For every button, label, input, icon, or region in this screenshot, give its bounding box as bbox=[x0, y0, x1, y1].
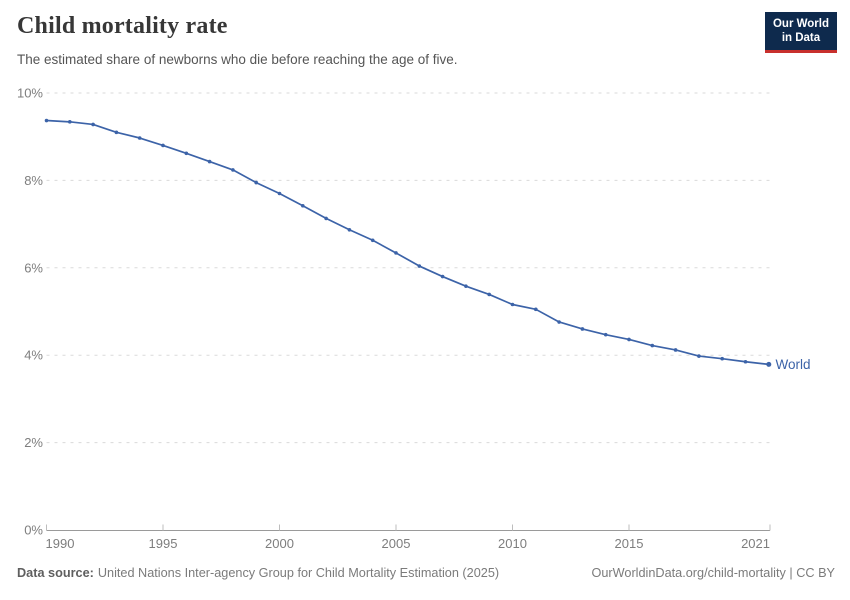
data-point[interactable] bbox=[534, 307, 538, 312]
data-source: Data source: United Nations Inter-agency … bbox=[17, 566, 499, 580]
data-point[interactable] bbox=[254, 180, 258, 185]
data-point[interactable] bbox=[766, 361, 772, 367]
x-tick-label: 2005 bbox=[382, 536, 411, 551]
data-point[interactable] bbox=[673, 348, 678, 352]
data-source-text: United Nations Inter-agency Group for Ch… bbox=[97, 566, 500, 580]
footer-link[interactable]: OurWorldinData.org/child-mortality | CC … bbox=[591, 566, 836, 580]
data-point[interactable] bbox=[301, 203, 305, 208]
data-point[interactable] bbox=[697, 354, 701, 358]
data-point[interactable] bbox=[650, 343, 655, 348]
series-label-world[interactable]: World bbox=[776, 357, 811, 372]
data-point[interactable] bbox=[417, 264, 422, 268]
data-point[interactable] bbox=[324, 216, 328, 221]
data-point[interactable] bbox=[277, 191, 282, 196]
y-tick-label: 0% bbox=[24, 523, 43, 538]
y-tick-label: 8% bbox=[24, 173, 43, 188]
y-tick-label: 6% bbox=[24, 260, 43, 275]
x-tick-label: 2010 bbox=[498, 536, 527, 551]
x-tick-label: 2000 bbox=[265, 536, 294, 551]
data-point[interactable] bbox=[137, 136, 142, 140]
data-point[interactable] bbox=[580, 327, 585, 331]
data-point[interactable] bbox=[743, 359, 748, 364]
data-point[interactable] bbox=[91, 122, 95, 127]
y-tick-label: 4% bbox=[24, 348, 43, 363]
data-source-label: Data source: bbox=[17, 566, 94, 580]
world-line[interactable] bbox=[45, 119, 770, 366]
x-tick-label: 1990 bbox=[46, 536, 75, 551]
data-point[interactable] bbox=[114, 130, 119, 135]
owid-logo-line1: Our World bbox=[772, 18, 829, 30]
data-point[interactable] bbox=[370, 238, 375, 243]
x-tick-label: 2015 bbox=[615, 536, 644, 551]
y-tick-label: 10% bbox=[17, 86, 43, 101]
x-tick-label: 1995 bbox=[149, 536, 178, 551]
data-point[interactable] bbox=[394, 251, 398, 255]
data-point[interactable] bbox=[603, 332, 608, 337]
data-point[interactable] bbox=[207, 159, 212, 164]
x-tick-label: 2021 bbox=[741, 536, 770, 551]
y-tick-label: 2% bbox=[24, 435, 43, 450]
chart-title: Child mortality rate bbox=[17, 13, 228, 39]
data-point[interactable] bbox=[231, 168, 235, 172]
data-point[interactable] bbox=[184, 151, 189, 156]
owid-logo-line2: in Data bbox=[781, 32, 821, 45]
owid-logo[interactable]: Our World in Data bbox=[764, 12, 837, 53]
data-point[interactable] bbox=[487, 292, 492, 297]
data-point[interactable] bbox=[161, 143, 165, 148]
data-point[interactable] bbox=[440, 274, 445, 279]
data-point[interactable] bbox=[44, 118, 49, 123]
data-point[interactable] bbox=[347, 227, 352, 232]
chart-footer: Data source: United Nations Inter-agency … bbox=[17, 566, 835, 580]
chart-subtitle: The estimated share of newborns who die … bbox=[17, 52, 458, 67]
data-point[interactable] bbox=[557, 320, 561, 324]
data-point[interactable] bbox=[510, 302, 515, 307]
data-point[interactable] bbox=[68, 120, 72, 124]
data-point[interactable] bbox=[720, 356, 724, 361]
data-point[interactable] bbox=[464, 284, 468, 288]
data-point[interactable] bbox=[627, 337, 631, 342]
